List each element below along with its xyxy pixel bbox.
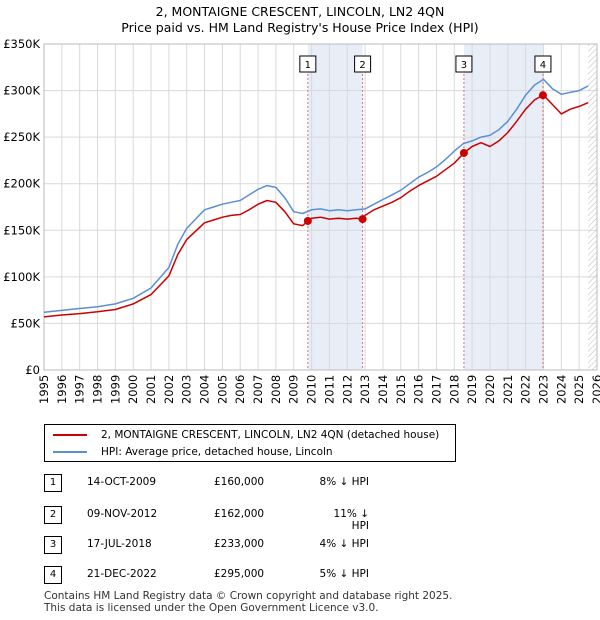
sale-hpi-diff: 4% ↓ HPI (319, 538, 369, 550)
footer-notice: Contains HM Land Registry data © Crown c… (44, 590, 452, 614)
x-tick-label: 2009 (287, 375, 301, 404)
legend-label-property: 2, MONTAIGNE CRESCENT, LINCOLN, LN2 4QN … (101, 429, 440, 441)
forecast-hatch-area (588, 44, 597, 370)
sale-hpi-diff: 5% ↓ HPI (319, 568, 369, 580)
x-tick-label: 2017 (429, 375, 443, 404)
sale-period-band (463, 44, 543, 370)
x-tick-label: 2000 (126, 375, 140, 404)
sale-row: 1 14-OCT-2009 £160,000 8% ↓ HPI (44, 474, 464, 492)
sale-hpi-diff: 11% ↓ HPI (333, 508, 369, 532)
sale-row: 2 09-NOV-2012 £162,000 11% ↓ HPI (44, 506, 464, 532)
y-tick-label: £250K (3, 130, 40, 144)
y-tick-label: £350K (3, 37, 40, 51)
sale-price: £160,000 (214, 476, 265, 488)
forecast-hatch (588, 44, 597, 370)
x-tick-label: 2010 (305, 375, 319, 404)
x-tick-label: 2016 (412, 375, 426, 404)
sale-badge-label: 4 (540, 60, 546, 71)
sale-price: £162,000 (214, 508, 265, 520)
x-tick-label: 2006 (233, 375, 247, 404)
footer-line2: This data is licensed under the Open Gov… (44, 602, 379, 614)
x-tick-label: 2007 (251, 375, 265, 404)
x-tick-label: 2014 (376, 375, 390, 404)
y-tick-label: £150K (3, 223, 40, 237)
sale-period-shading (307, 44, 543, 370)
sale-point (459, 148, 468, 157)
sale-badge-label: 2 (359, 60, 365, 71)
x-tick-label: 1996 (55, 375, 69, 404)
x-tick-label: 1999 (108, 375, 122, 404)
x-tick-label: 1998 (91, 375, 105, 404)
sale-points (303, 91, 547, 225)
x-tick-label: 2022 (519, 375, 533, 404)
x-tick-label: 2024 (554, 375, 568, 404)
x-axis: 1995 1996 1997 1998 1999 2000 2001 2002 2003 2004… (37, 375, 600, 404)
sale-date: 09-NOV-2012 (87, 508, 158, 520)
sale-price: £233,000 (214, 538, 265, 550)
x-tick-label: 2018 (447, 375, 461, 404)
y-tick-label: £200K (3, 177, 40, 191)
x-tick-label: 2008 (269, 375, 283, 404)
x-tick-label: 1997 (73, 375, 87, 404)
sale-row: 4 21-DEC-2022 £295,000 5% ↓ HPI (44, 566, 464, 584)
x-tick-label: 2015 (394, 375, 408, 404)
x-tick-label: 2001 (144, 375, 158, 404)
legend-item-property: 2, MONTAIGNE CRESCENT, LINCOLN, LN2 4QN … (53, 427, 439, 443)
sale-date: 14-OCT-2009 (87, 476, 156, 488)
sale-hpi-diff: 8% ↓ HPI (319, 476, 369, 488)
sale-badge-box (299, 55, 317, 73)
series-lines (43, 78, 589, 318)
x-tick-label: 2005 (215, 375, 229, 404)
hpi-line (43, 78, 589, 314)
legend: 2, MONTAIGNE CRESCENT, LINCOLN, LN2 4QN … (44, 424, 456, 462)
x-tick-label: 2012 (340, 375, 354, 404)
sale-badge-label: 1 (305, 60, 311, 71)
sale-number-badge: 1 (44, 474, 62, 492)
sale-badge-label: 3 (461, 60, 467, 71)
y-tick-label: £100K (3, 270, 40, 284)
grid-lines (43, 43, 598, 371)
chart-title-line2: Price paid vs. HM Land Registry's House … (121, 20, 479, 35)
x-tick-label: 2021 (501, 375, 515, 404)
chart-title-line1: 2, MONTAIGNE CRESCENT, LINCOLN, LN2 4QN (155, 4, 445, 19)
legend-swatch-hpi (53, 451, 87, 453)
sale-point (303, 216, 312, 225)
x-tick-label: 2019 (465, 375, 479, 404)
x-tick-label: 2026 (590, 375, 600, 404)
y-tick-label: £50K (11, 316, 41, 330)
y-axis: £0 £50K £100K £150K £200K £250K £300K £350K (3, 37, 40, 377)
legend-swatch-property (53, 434, 87, 436)
sale-badges: 1 2 3 4 (299, 55, 552, 73)
sale-number-badge: 3 (44, 536, 62, 554)
price-chart: 1 2 3 4 £0 £50K £100K £150K £200K £250K £300K £350… (3, 37, 600, 404)
sale-badge-box (534, 55, 552, 73)
sale-point (358, 215, 367, 224)
legend-label-hpi: HPI: Average price, detached house, Linc… (101, 446, 333, 458)
x-tick-label: 2011 (322, 375, 336, 404)
x-tick-label: 2013 (358, 375, 372, 404)
sale-badge-box (455, 55, 473, 73)
x-tick-label: 2002 (162, 375, 176, 404)
footer-line1: Contains HM Land Registry data © Crown c… (44, 590, 453, 602)
sale-row: 3 17-JUL-2018 £233,000 4% ↓ HPI (44, 536, 464, 554)
sale-point (538, 91, 547, 100)
sale-date: 21-DEC-2022 (87, 568, 157, 580)
x-tick-label: 2025 (572, 375, 586, 404)
legend-item-hpi: HPI: Average price, detached house, Linc… (53, 444, 333, 460)
x-tick-label: 2003 (180, 375, 194, 404)
sale-number-badge: 4 (44, 566, 62, 584)
x-tick-label: 2023 (536, 375, 550, 404)
sale-period-band (307, 44, 363, 370)
y-tick-label: £0 (25, 363, 40, 377)
x-tick-label: 2020 (483, 375, 497, 404)
sale-number-badge: 2 (44, 506, 62, 524)
x-tick-label: 1995 (37, 375, 51, 404)
sale-badge-box (354, 55, 372, 73)
sale-date: 17-JUL-2018 (87, 538, 152, 550)
y-tick-label: £300K (3, 84, 40, 98)
sale-price: £295,000 (214, 568, 265, 580)
property-price-line (43, 94, 589, 318)
x-tick-label: 2004 (198, 375, 212, 404)
